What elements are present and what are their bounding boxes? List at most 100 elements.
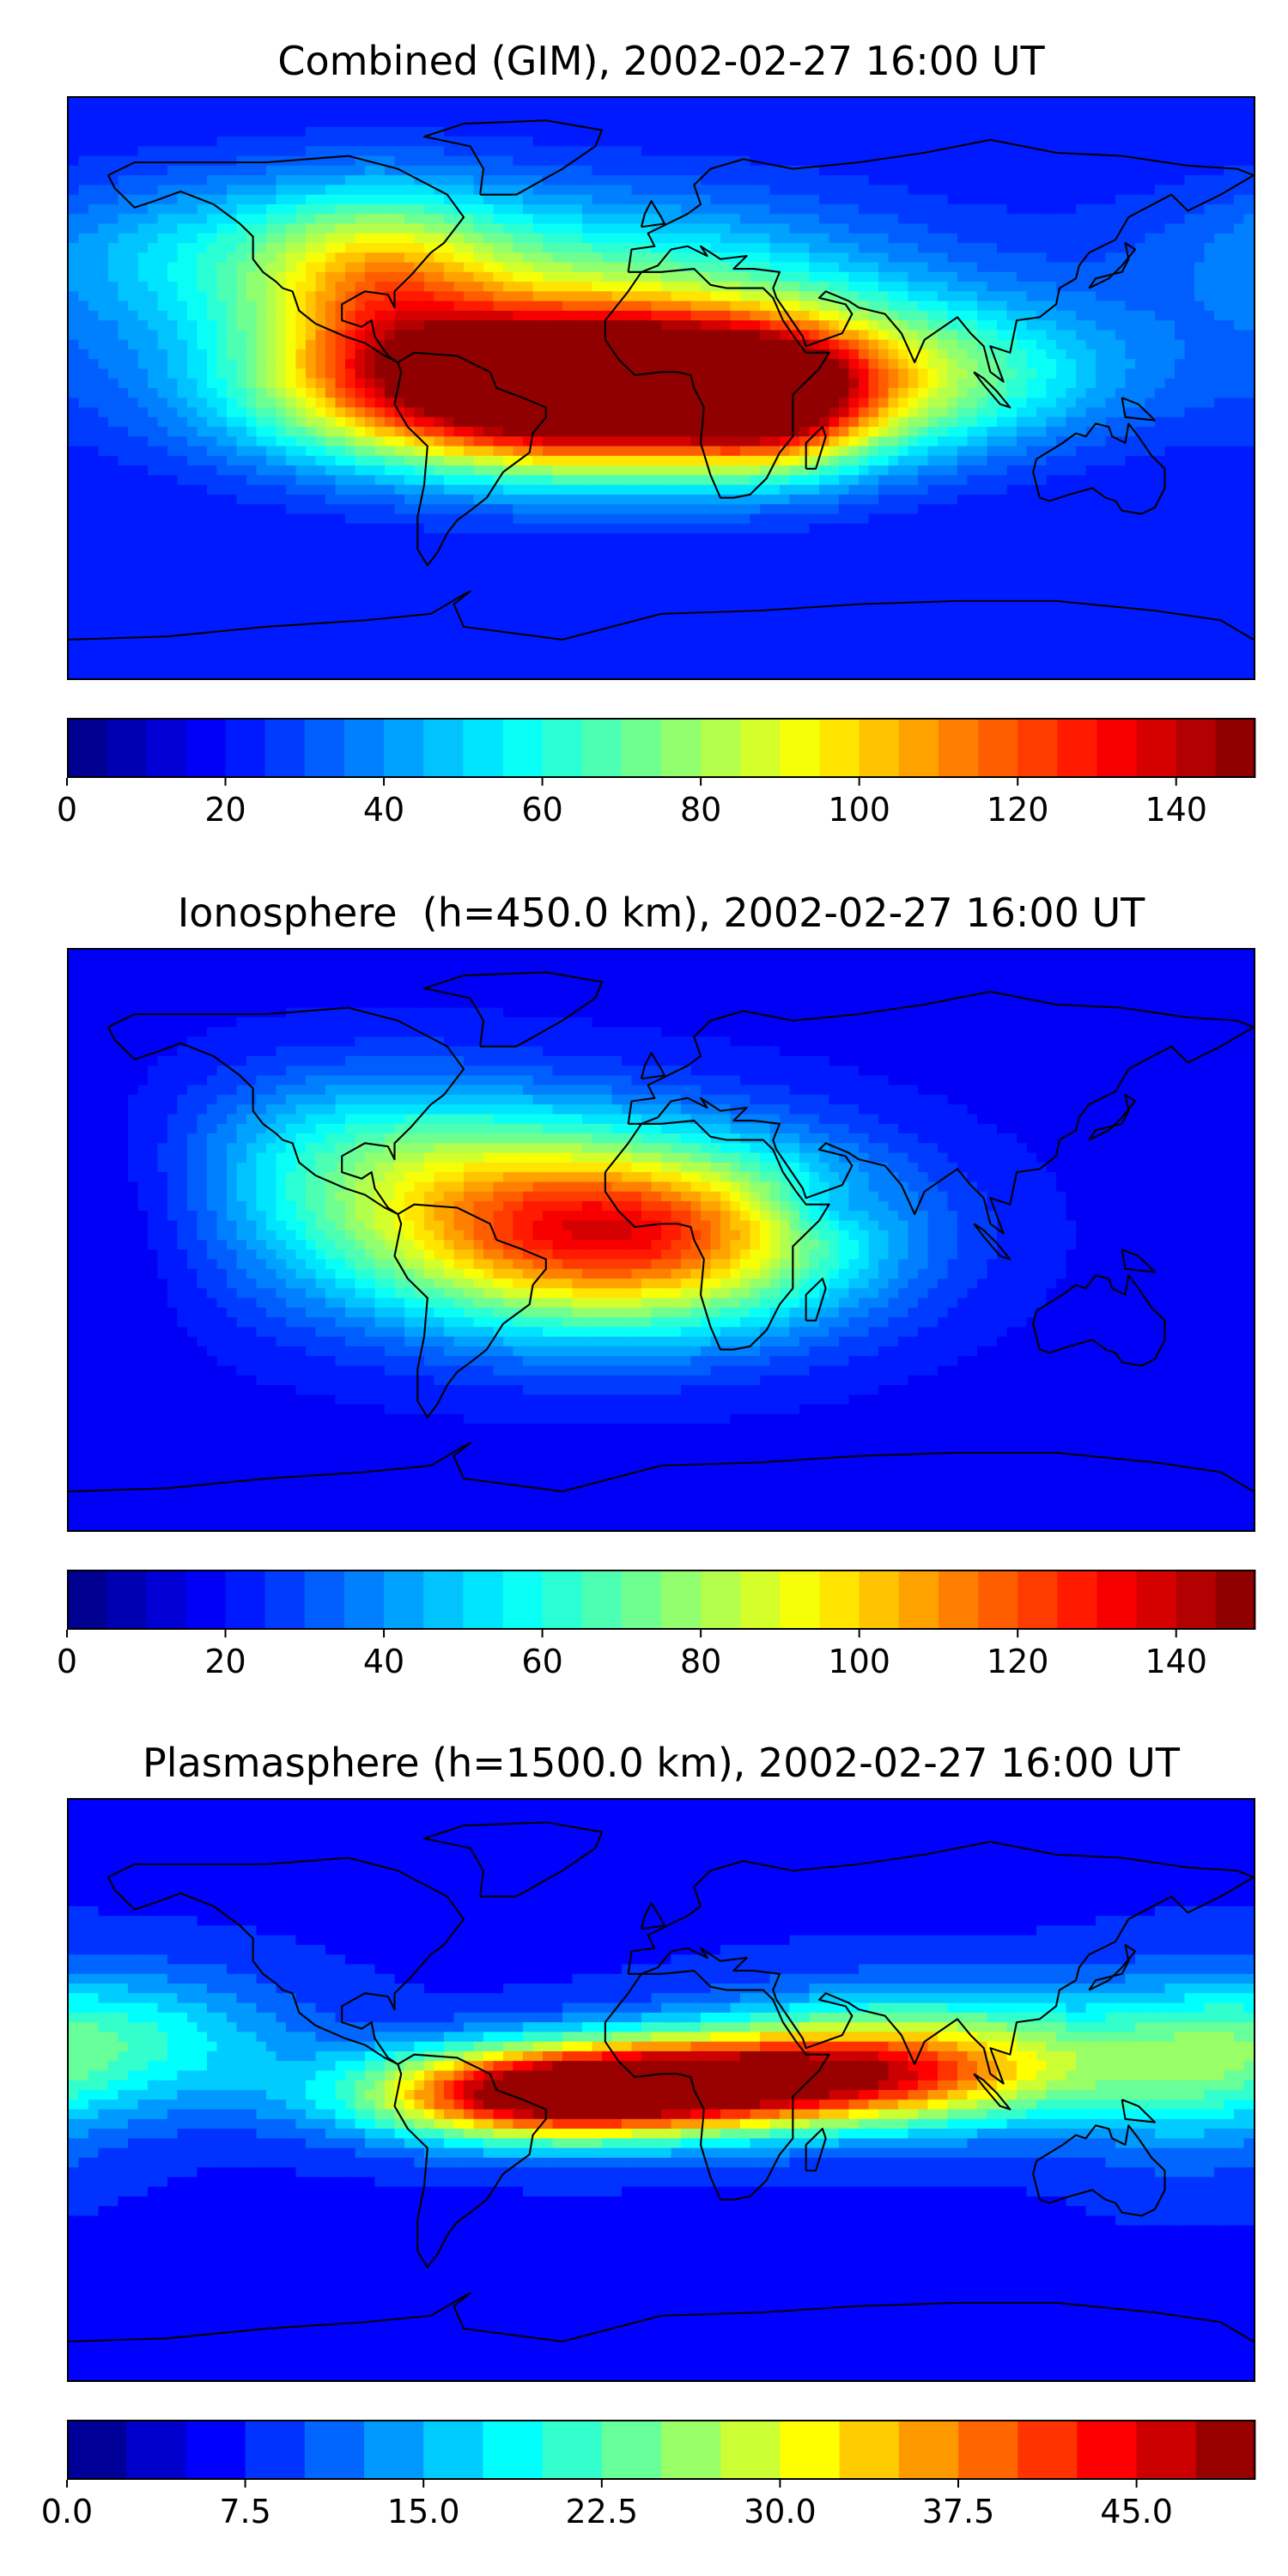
field-cell (503, 98, 515, 110)
field-cell (483, 107, 495, 119)
field-cell (325, 107, 337, 119)
field-cell (1135, 146, 1147, 158)
field-cell (98, 146, 111, 158)
field-cell (306, 137, 318, 149)
field-cell (345, 98, 357, 110)
field-cell (730, 126, 743, 139)
field-cell (562, 146, 574, 158)
field-cell (1243, 107, 1254, 119)
field-cell (1145, 98, 1157, 110)
field-cell (523, 155, 535, 168)
field-cell (315, 126, 328, 139)
field-cell (157, 107, 170, 119)
field-cell (750, 98, 762, 110)
field-cell (335, 137, 348, 149)
field-cell (286, 107, 298, 119)
field-cell (997, 155, 1009, 168)
field-cell (730, 146, 743, 158)
field-cell (1145, 117, 1157, 130)
field-cell (523, 107, 535, 119)
field-cell (987, 126, 999, 139)
field-cell (424, 107, 436, 119)
field-cell (582, 98, 594, 110)
field-cell (118, 126, 131, 139)
field-cell (552, 137, 565, 149)
field-cell (720, 137, 732, 149)
field-cell (1085, 98, 1098, 110)
field-cell (394, 137, 407, 149)
field-cell (769, 137, 782, 149)
field-cell (651, 126, 664, 139)
field-cell (1105, 155, 1118, 168)
field-cell (227, 146, 239, 158)
field-cell (325, 137, 337, 149)
field-cell (207, 126, 219, 139)
field-cell (848, 155, 861, 168)
field-cell (69, 126, 81, 139)
field-cell (819, 117, 831, 130)
field-cell (898, 117, 910, 130)
field-cell (651, 117, 664, 130)
field-cell (681, 126, 693, 139)
field-cell (108, 137, 120, 149)
field-cell (1066, 126, 1078, 139)
field-cell (128, 137, 140, 149)
field-cell (977, 146, 989, 158)
field-cell (464, 107, 476, 119)
field-cell (661, 165, 673, 178)
field-cell (306, 165, 318, 178)
field-cell (1125, 117, 1138, 130)
field-cell (503, 126, 515, 139)
field-cell (1175, 117, 1187, 130)
field-cell (295, 117, 308, 130)
field-cell (918, 126, 930, 139)
field-cell (1096, 98, 1108, 110)
field-cell (819, 107, 831, 119)
field-cell (286, 165, 298, 178)
field-cell (690, 165, 703, 178)
field-cell (848, 126, 861, 139)
field-cell (345, 117, 357, 130)
field-cell (532, 165, 545, 178)
field-cell (374, 107, 387, 119)
field-cell (394, 155, 407, 168)
field-cell (1125, 146, 1138, 158)
field-cell (1135, 137, 1147, 149)
field-cell (710, 155, 723, 168)
field-cell (602, 155, 614, 168)
field-cell (148, 126, 160, 139)
field-cell (216, 137, 229, 149)
field-cell (493, 107, 506, 119)
field-cell (167, 165, 179, 178)
field-cell (582, 165, 594, 178)
field-cell (365, 98, 377, 110)
field-cell (1224, 146, 1236, 158)
field-cell (404, 155, 416, 168)
field-cell (1145, 146, 1157, 158)
field-cell (957, 98, 969, 110)
field-cell (523, 126, 535, 139)
field-cell (1036, 126, 1048, 139)
field-cell (1076, 98, 1088, 110)
field-cell (325, 98, 337, 110)
field-cell (513, 165, 526, 178)
field-cell (187, 126, 199, 139)
field-cell (306, 98, 318, 110)
field-cell (888, 155, 901, 168)
field-cell (365, 107, 377, 119)
field-cell (1184, 137, 1197, 149)
field-cell (335, 107, 348, 119)
field-cell (355, 117, 368, 130)
field-cell (602, 107, 614, 119)
field-cell (1184, 117, 1197, 130)
field-cell (503, 137, 515, 149)
field-cell (898, 98, 910, 110)
field-cell (424, 146, 436, 158)
field-cell (532, 146, 545, 158)
field-cell (1017, 98, 1029, 110)
field-cell (651, 155, 664, 168)
field-cell (1204, 117, 1217, 130)
field-cell (1056, 146, 1068, 158)
field-cell (523, 137, 535, 149)
field-cell (1164, 107, 1177, 119)
